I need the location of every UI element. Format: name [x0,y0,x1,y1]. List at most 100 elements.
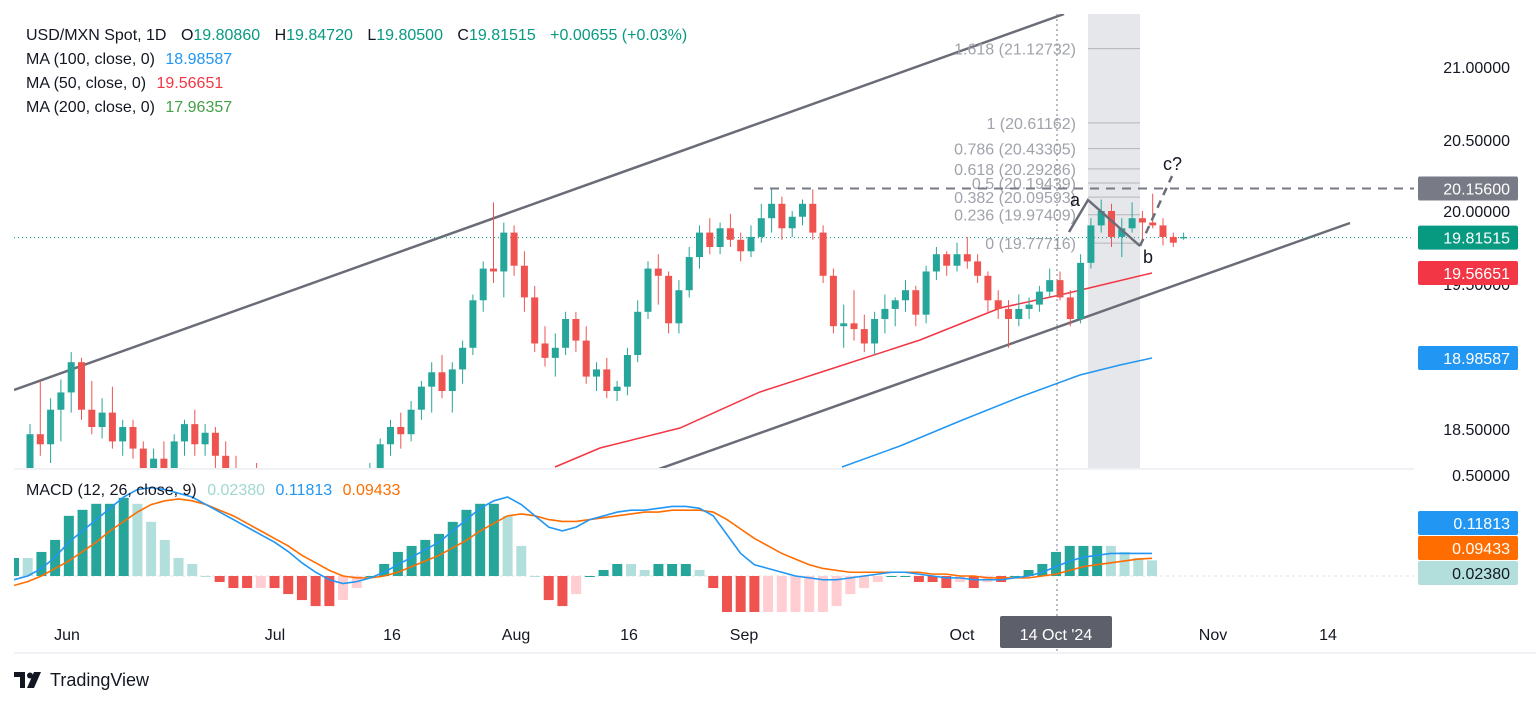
macd-hist-bar [338,576,349,601]
candle-body [788,216,796,229]
tradingview-brand[interactable]: TradingView [14,668,149,692]
macd-hist-bar [598,569,609,576]
macd-hist-bar [1078,545,1089,576]
channel-upper-line [14,14,1065,392]
macd-hist-bar [365,576,376,577]
tradingview-logo-icon [14,672,41,688]
candle-body [201,432,209,445]
candle-body [57,392,65,410]
wave-label-c: c? [1163,154,1182,174]
candle-body [726,228,734,240]
macd-hist-bar [283,576,294,595]
time-axis-tick: 16 [383,627,401,644]
candle-body [932,254,940,272]
macd-hist-bar [1051,551,1062,576]
hist-badge: 0.02380 [1452,566,1510,583]
macd-hist-bar [817,576,828,612]
candle-body [984,275,992,301]
macd-hist-bar [310,576,321,607]
time-axis-tick: Nov [1199,627,1227,644]
channel-lower-line [658,221,1351,468]
macd-hist-bar [790,576,801,612]
candle-body [170,441,178,468]
change-value: +0.00655 (+0.03%) [550,27,688,44]
macd-line-value: 0.11813 [275,482,333,499]
candle-body [448,369,456,391]
candle-body [603,369,611,391]
macd-hist-bar [872,576,883,583]
macd-hist-bar [420,539,431,576]
candle-body [1005,308,1012,319]
macd-hist-bar [859,576,870,589]
macd-hist-bar [667,563,678,576]
time-axis-tick: Jun [54,627,80,644]
macd-hist-bar [584,576,595,577]
crosshair-date-bg [1000,616,1112,648]
macd-hist-bar [927,576,938,583]
ma100-badge: 18.98587 [1443,351,1510,368]
candle-body [78,362,85,410]
macd-hist-bar [530,576,541,577]
macd-hist-bar [804,576,815,612]
price-axis-tick: 21.00000 [1443,60,1510,77]
ma200-legend[interactable]: MA (200, close, 0) 17.96357 [26,99,232,117]
symbol-label: USD/MXN Spot, 1D [26,27,167,44]
macd-hist-bar [159,539,170,576]
macd-hist-bar [1105,545,1116,576]
candle-body [871,319,879,344]
close-label: C [457,27,469,44]
candle-body [500,232,508,272]
candle-body [438,372,446,391]
fib-level-label: 0 (19.77716) [985,236,1076,253]
macd-hist-value: 0.02380 [207,482,266,499]
candle-body [139,448,147,468]
candle-body [479,268,487,301]
macd-hist-bar [680,563,691,576]
macd-hist-bar [735,576,746,612]
macd-badge: 0.11813 [1453,516,1510,533]
macd-hist-bar [1023,569,1034,576]
candle-body [26,434,34,468]
macd-hist-bar [461,509,472,576]
candle-body [623,355,631,387]
macd-hist-bar [104,503,115,576]
candle-body [1180,236,1188,239]
candle-body [953,254,961,266]
candle-body [1149,222,1157,226]
ma50-value: 19.56651 [156,75,224,92]
macd-hist-bar [749,576,760,612]
ma50-legend[interactable]: MA (50, close, 0) 19.56651 [26,75,223,93]
candle-body [974,261,982,276]
ma50-line [554,272,1153,468]
macd-label: MACD (12, 26, close, 9) [26,482,197,499]
macd-hist-bar [516,545,527,576]
macd-legend[interactable]: MACD (12, 26, close, 9) 0.02380 0.11813 … [26,482,400,500]
macd-hist-bar [1147,560,1157,576]
candle-body [1138,218,1146,223]
time-axis-tick: Jul [265,627,285,644]
candle-body [634,311,642,355]
macd-hist-bar [625,563,636,576]
candle-body [1077,262,1085,319]
candle-body [799,203,806,217]
macd-hist-bar [612,563,623,576]
candle-body [1046,280,1054,292]
macd-hist-bar [269,576,280,589]
candle-body [819,232,827,276]
candle-body [211,432,219,456]
candle-body [417,386,425,410]
ma50-label: MA (50, close, 0) [26,75,147,92]
ma50-badge-bg [1418,261,1518,285]
candle-body [150,458,158,468]
ma100-legend[interactable]: MA (100, close, 0) 18.98587 [26,51,232,69]
candle-body [716,228,724,247]
candle-body [47,409,55,445]
candle-body [809,203,817,233]
candle-body [829,275,837,327]
macd-hist-bar [146,521,157,576]
price-axis-tick: 20.00000 [1443,204,1510,221]
highlight-zone [1088,14,1140,468]
ma50-badge: 19.56651 [1443,266,1510,283]
macd-hist-bar [488,503,499,576]
